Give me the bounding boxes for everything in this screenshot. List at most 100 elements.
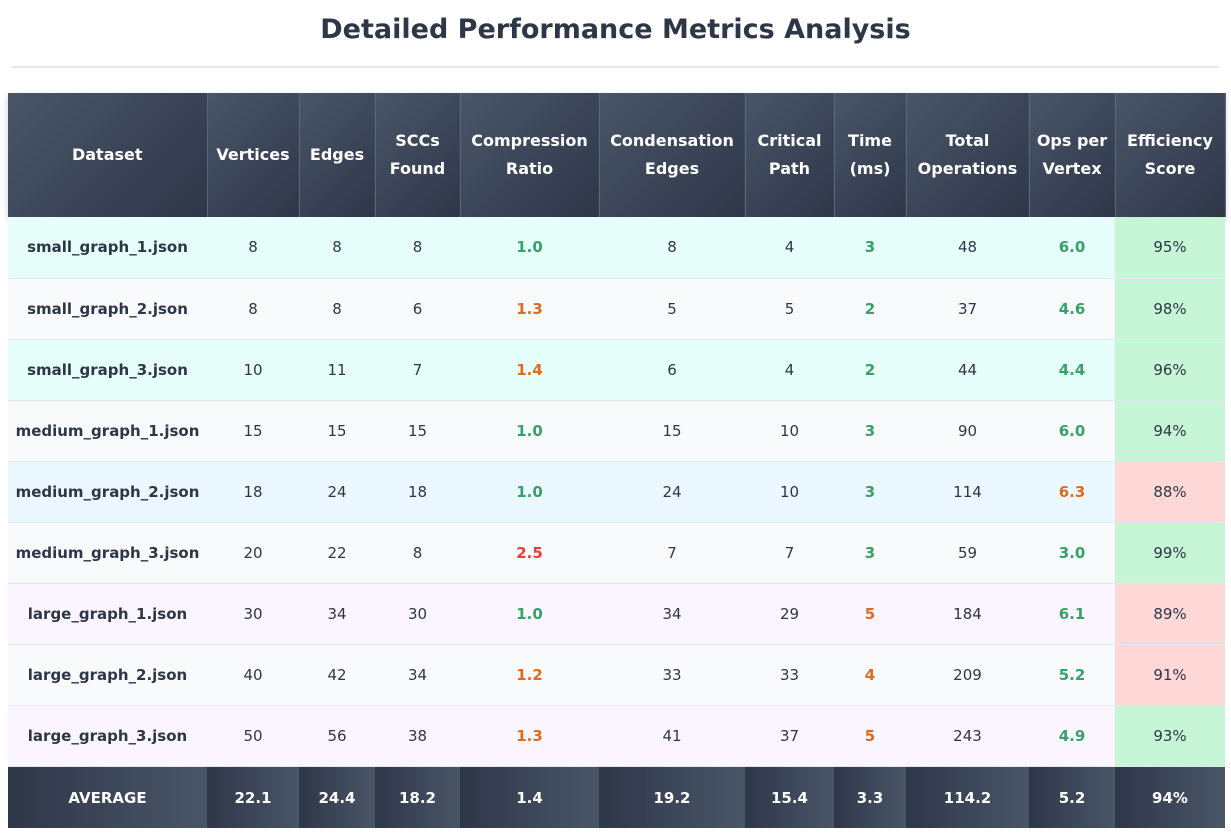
cell-time: 3 bbox=[834, 522, 906, 585]
cell-opv: 4.6 bbox=[1029, 278, 1115, 340]
cell-critical: 7 bbox=[745, 522, 834, 585]
cell-edges: 34 bbox=[299, 583, 375, 646]
cell-opv: 6.1 bbox=[1029, 583, 1115, 646]
table-row: small_graph_1.json 8 8 8 1.0 8 4 3 48 6.0 95% bbox=[8, 217, 1225, 279]
cell-time: 5 bbox=[834, 583, 906, 646]
average-value: 1.4 bbox=[460, 766, 599, 828]
cell-time: 3 bbox=[834, 400, 906, 462]
cell-ops: 37 bbox=[906, 278, 1029, 340]
column-header: Ops per Vertex bbox=[1029, 93, 1116, 217]
cell-critical: 29 bbox=[745, 583, 834, 646]
table-row: large_graph_2.json 40 42 34 1.2 33 33 4 209 5.2 91… bbox=[8, 644, 1225, 707]
table-row: large_graph_3.json 50 56 38 1.3 41 37 5 243 4.9 93… bbox=[8, 705, 1225, 768]
column-header: Total Operations bbox=[906, 93, 1030, 217]
cell-ratio: 1.4 bbox=[460, 339, 599, 401]
cell-sccs: 7 bbox=[375, 339, 460, 401]
cell-edges: 42 bbox=[299, 644, 375, 707]
cell-ratio: 1.0 bbox=[460, 217, 599, 279]
cell-eff: 88% bbox=[1115, 461, 1225, 523]
cell-dataset: small_graph_3.json bbox=[8, 339, 207, 401]
cell-cond-edges: 6 bbox=[599, 339, 745, 401]
cell-ops: 44 bbox=[906, 339, 1029, 401]
cell-eff: 99% bbox=[1115, 522, 1225, 585]
cell-time: 2 bbox=[834, 339, 906, 401]
average-value: 114.2 bbox=[906, 766, 1029, 828]
table-row: medium_graph_2.json 18 24 18 1.0 24 10 3 114 6.3 8… bbox=[8, 461, 1225, 523]
cell-edges: 8 bbox=[299, 217, 375, 279]
cell-vertices: 20 bbox=[207, 522, 299, 585]
cell-vertices: 30 bbox=[207, 583, 299, 646]
cell-sccs: 8 bbox=[375, 217, 460, 279]
average-value: 94% bbox=[1115, 766, 1225, 828]
cell-sccs: 15 bbox=[375, 400, 460, 462]
cell-opv: 5.2 bbox=[1029, 644, 1115, 707]
cell-vertices: 8 bbox=[207, 278, 299, 340]
average-value: 3.3 bbox=[834, 766, 906, 828]
column-header: Time (ms) bbox=[834, 93, 907, 217]
cell-opv: 6.3 bbox=[1029, 461, 1115, 523]
cell-vertices: 15 bbox=[207, 400, 299, 462]
metrics-table: Dataset Vertices Edges SCCs Found Compressio… bbox=[8, 93, 1226, 828]
cell-eff: 96% bbox=[1115, 339, 1225, 401]
cell-dataset: medium_graph_3.json bbox=[8, 522, 207, 585]
cell-sccs: 34 bbox=[375, 644, 460, 707]
column-header: Condensation Edges bbox=[599, 93, 746, 217]
cell-edges: 15 bbox=[299, 400, 375, 462]
cell-dataset: small_graph_1.json bbox=[8, 217, 207, 279]
column-header: Efficiency Score bbox=[1115, 93, 1226, 217]
cell-eff: 98% bbox=[1115, 278, 1225, 340]
page-title: Detailed Performance Metrics Analysis bbox=[320, 14, 911, 45]
cell-dataset: large_graph_2.json bbox=[8, 644, 207, 707]
average-value: 22.1 bbox=[207, 766, 299, 828]
cell-sccs: 18 bbox=[375, 461, 460, 523]
column-header: Critical Path bbox=[745, 93, 835, 217]
column-header: SCCs Found bbox=[375, 93, 461, 217]
cell-ops: 59 bbox=[906, 522, 1029, 585]
cell-cond-edges: 7 bbox=[599, 522, 745, 585]
cell-dataset: medium_graph_1.json bbox=[8, 400, 207, 462]
cell-edges: 22 bbox=[299, 522, 375, 585]
cell-vertices: 50 bbox=[207, 705, 299, 768]
cell-critical: 10 bbox=[745, 461, 834, 523]
cell-ops: 114 bbox=[906, 461, 1029, 523]
cell-cond-edges: 5 bbox=[599, 278, 745, 340]
cell-ops: 48 bbox=[906, 217, 1029, 279]
cell-ops: 209 bbox=[906, 644, 1029, 707]
cell-dataset: large_graph_1.json bbox=[8, 583, 207, 646]
cell-sccs: 30 bbox=[375, 583, 460, 646]
cell-critical: 37 bbox=[745, 705, 834, 768]
column-header: Compression Ratio bbox=[460, 93, 600, 217]
cell-opv: 4.4 bbox=[1029, 339, 1115, 401]
cell-edges: 56 bbox=[299, 705, 375, 768]
cell-eff: 95% bbox=[1115, 217, 1225, 279]
cell-ratio: 2.5 bbox=[460, 522, 599, 585]
title-divider bbox=[12, 66, 1219, 68]
cell-cond-edges: 34 bbox=[599, 583, 745, 646]
cell-time: 3 bbox=[834, 217, 906, 279]
cell-cond-edges: 8 bbox=[599, 217, 745, 279]
cell-opv: 6.0 bbox=[1029, 217, 1115, 279]
cell-sccs: 8 bbox=[375, 522, 460, 585]
cell-ratio: 1.0 bbox=[460, 583, 599, 646]
average-value: 18.2 bbox=[375, 766, 460, 828]
cell-vertices: 10 bbox=[207, 339, 299, 401]
cell-sccs: 6 bbox=[375, 278, 460, 340]
cell-edges: 11 bbox=[299, 339, 375, 401]
cell-dataset: small_graph_2.json bbox=[8, 278, 207, 340]
cell-eff: 91% bbox=[1115, 644, 1225, 707]
cell-time: 4 bbox=[834, 644, 906, 707]
cell-critical: 4 bbox=[745, 217, 834, 279]
cell-ratio: 1.0 bbox=[460, 400, 599, 462]
cell-ratio: 1.3 bbox=[460, 705, 599, 768]
cell-opv: 4.9 bbox=[1029, 705, 1115, 768]
cell-vertices: 8 bbox=[207, 217, 299, 279]
cell-critical: 33 bbox=[745, 644, 834, 707]
cell-cond-edges: 24 bbox=[599, 461, 745, 523]
table-row: large_graph_1.json 30 34 30 1.0 34 29 5 184 6.1 89… bbox=[8, 583, 1225, 646]
average-value: 24.4 bbox=[299, 766, 375, 828]
average-row: AVERAGE 22.1 24.4 18.2 1.4 19.2 15.4 3.3 114.2 5.… bbox=[8, 766, 1225, 828]
cell-time: 2 bbox=[834, 278, 906, 340]
table-row: small_graph_3.json 10 11 7 1.4 6 4 2 44 4.4 96% bbox=[8, 339, 1225, 401]
cell-dataset: large_graph_3.json bbox=[8, 705, 207, 768]
cell-opv: 3.0 bbox=[1029, 522, 1115, 585]
